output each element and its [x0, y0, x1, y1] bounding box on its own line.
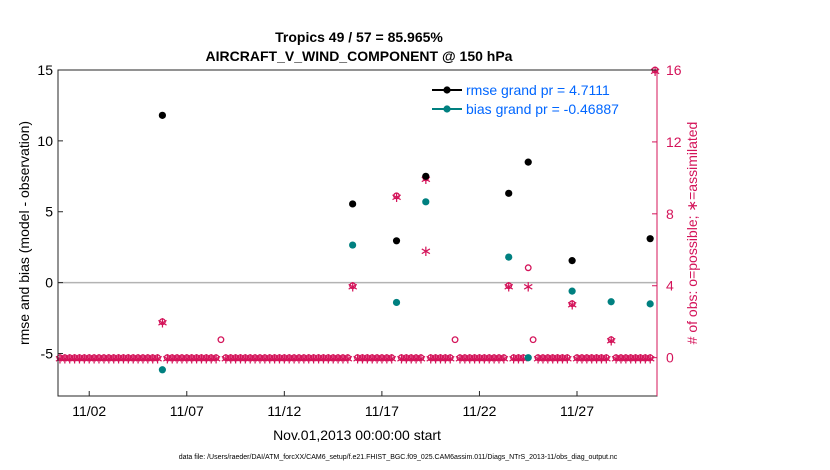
left-y-tick-label: 10 — [37, 133, 53, 149]
obs-assimilated-marker: ∗ — [346, 279, 359, 296]
bias-point — [349, 241, 357, 249]
legend-rmse-marker — [443, 86, 451, 94]
left-y-tick-label: 15 — [37, 62, 53, 78]
obs-zero-marker: ∗ — [385, 351, 398, 368]
series-layer: ∗∗∗∗∗∗∗∗∗∗∗∗∗∗∗∗∗∗∗∗∗∗∗∗∗∗∗∗∗∗∗∗∗∗∗∗∗∗∗∗… — [54, 63, 662, 374]
obs-assimilated-marker: ∗ — [522, 279, 535, 296]
obs-possible-marker — [217, 336, 225, 344]
bias-point — [646, 300, 654, 308]
svg-text:∗: ∗ — [151, 351, 164, 368]
obs-possible-marker — [568, 300, 576, 308]
bias-point — [422, 198, 430, 206]
x-tick-label: 11/07 — [170, 403, 204, 419]
obs-possible-marker — [607, 336, 615, 344]
rmse-point — [392, 237, 401, 245]
x-axis-label: Nov.01,2013 00:00:00 start — [273, 427, 441, 443]
obs-zero-marker: ∗ — [341, 351, 354, 368]
obs-assimilated-marker: ∗ — [566, 297, 579, 314]
rmse-point — [568, 257, 576, 265]
obs-zero-marker: ∗ — [151, 351, 164, 368]
svg-text:∗: ∗ — [385, 351, 398, 368]
x-tick-label: 11/02 — [72, 403, 106, 419]
left-y-tick-label: -5 — [41, 345, 54, 361]
legend-bias-marker — [443, 105, 451, 113]
legend-bias-label: bias grand pr = -0.46887 — [466, 101, 619, 117]
rmse-point — [158, 111, 166, 119]
obs-zero-marker: ∗ — [561, 351, 574, 368]
rmse-point — [422, 172, 430, 180]
rmse-point — [505, 189, 513, 197]
obs-assimilated-marker: ∗ — [605, 333, 618, 350]
obs-assimilated-marker: ∗ — [502, 279, 515, 296]
data-file-footer: data file: /Users/raeder/DAI/ATM_forcXX/… — [179, 454, 618, 461]
right-y-tick-label: 12 — [666, 134, 682, 150]
svg-text:∗: ∗ — [444, 351, 457, 368]
chart-title-line-1: Tropics 49 / 57 = 85.965% — [275, 29, 443, 45]
left-y-tick-label: 5 — [45, 204, 53, 220]
rmse-point — [646, 235, 654, 243]
obs-assimilated-marker: ∗ — [156, 315, 169, 332]
obs-assimilated-marker: ∗ — [420, 243, 433, 260]
right-y-tick-label: 0 — [666, 350, 674, 366]
svg-text:∗: ∗ — [210, 351, 223, 368]
obs-possible-marker — [451, 336, 459, 344]
svg-text:∗: ∗ — [498, 351, 511, 368]
obs-zero-marker: ∗ — [415, 351, 428, 368]
obs-possible-marker — [524, 264, 532, 272]
obs-assimilated-marker: ∗ — [390, 189, 403, 206]
bias-point — [524, 354, 532, 362]
x-tick-label: 11/17 — [365, 403, 399, 419]
x-axis-ticks: 11/02 11/07 11/12 11/17 11/22 11/27 — [72, 391, 594, 419]
obs-zero-marker: ∗ — [444, 351, 457, 368]
right-y-axis-label: # of obs: o=possible; ∗=assimilated — [684, 122, 700, 345]
obs-possible-marker — [529, 336, 537, 344]
legend-rmse-label: rmse grand pr = 4.7111 — [466, 82, 610, 98]
obs-possible-marker — [393, 192, 400, 200]
right-y-tick-label: 16 — [666, 62, 682, 78]
obs-zero-marker: ∗ — [644, 351, 657, 368]
svg-text:∗: ∗ — [415, 351, 428, 368]
legend: rmse grand pr = 4.7111 bias grand pr = -… — [432, 82, 619, 117]
left-y-axis-ticks: -5 0 5 10 15 — [37, 62, 63, 361]
left-y-axis-label: rmse and bias (model - observation) — [16, 121, 32, 345]
right-y-tick-label: 8 — [666, 206, 674, 222]
obs-zero-marker: ∗ — [600, 351, 613, 368]
svg-text:∗: ∗ — [600, 351, 613, 368]
right-y-tick-label: 4 — [666, 278, 674, 294]
obs-possible-marker — [349, 282, 357, 290]
obs-zero-marker: ∗ — [210, 351, 223, 368]
bias-point — [392, 298, 401, 307]
svg-text:∗: ∗ — [341, 351, 354, 368]
obs-possible-marker — [505, 282, 513, 290]
chart-title-line-2: AIRCRAFT_V_WIND_COMPONENT @ 150 hPa — [206, 48, 513, 64]
rmse-point — [524, 158, 532, 166]
bias-point — [505, 253, 513, 261]
obs-assimilated-marker: ∗ — [649, 63, 662, 80]
x-tick-label: 11/27 — [560, 403, 594, 419]
bias-point — [607, 298, 615, 306]
x-tick-label: 11/22 — [462, 403, 496, 419]
svg-text:∗: ∗ — [561, 351, 574, 368]
x-tick-label: 11/12 — [267, 403, 301, 419]
bias-point — [158, 366, 166, 374]
rmse-point — [349, 200, 357, 208]
obs-possible-marker — [158, 318, 166, 326]
bias-point — [568, 287, 576, 295]
svg-text:∗: ∗ — [644, 351, 657, 368]
left-y-tick-label: 0 — [45, 275, 53, 291]
obs-zero-marker: ∗ — [498, 351, 511, 368]
